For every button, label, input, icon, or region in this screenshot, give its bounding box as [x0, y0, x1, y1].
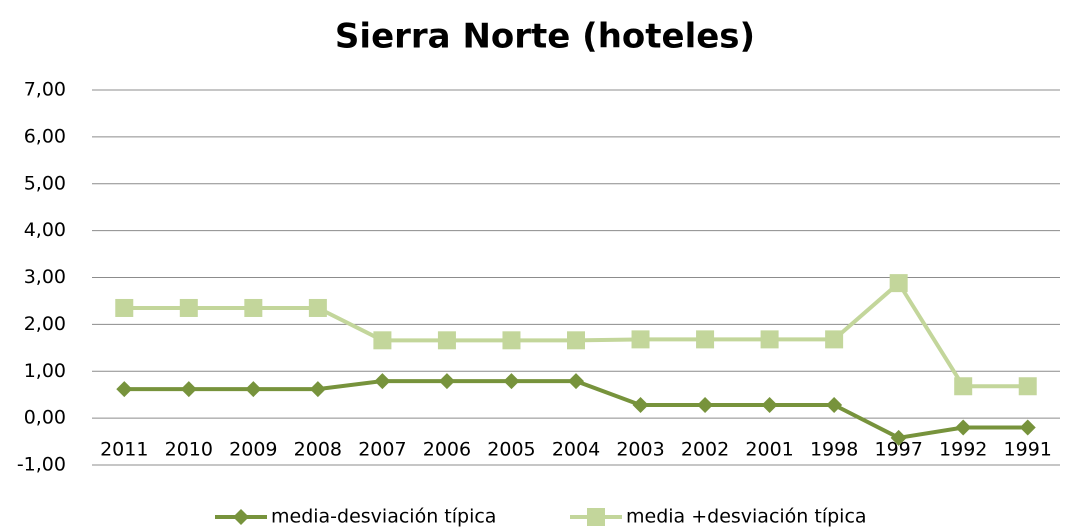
point	[889, 274, 908, 293]
point	[826, 397, 843, 413]
legend-label: media-desviación típica	[271, 506, 496, 527]
point	[438, 373, 455, 390]
x-tick-label: 1992	[939, 439, 987, 461]
legend-item: media +desviación típica	[570, 506, 867, 527]
y-tick-label: 0,00	[24, 407, 66, 429]
point	[890, 429, 907, 446]
point	[632, 397, 649, 413]
y-tick-label: 5,00	[24, 172, 66, 194]
x-tick-label: 2006	[423, 439, 471, 461]
point	[955, 419, 972, 436]
x-tick-label: 2002	[681, 439, 729, 461]
point	[696, 330, 715, 349]
x-tick-label: 2003	[616, 439, 664, 461]
y-tick-label: 3,00	[24, 266, 66, 288]
point	[954, 377, 973, 396]
point	[115, 298, 134, 317]
point	[180, 381, 197, 398]
x-tick-label: 2007	[358, 439, 406, 461]
point	[568, 373, 584, 390]
point	[245, 381, 262, 398]
y-tick-label: 1,00	[24, 360, 66, 382]
x-tick-label: 2001	[745, 439, 793, 461]
point	[825, 330, 844, 349]
legend-item: media-desviación típica	[215, 506, 496, 527]
point	[567, 331, 585, 350]
y-tick-label: 6,00	[24, 125, 66, 147]
x-tick-label: 2009	[229, 439, 277, 461]
point	[697, 397, 714, 413]
chart-title: Sierra Norte (hoteles)	[335, 17, 755, 57]
y-tick-label: 4,00	[24, 219, 66, 241]
point	[244, 298, 263, 317]
y-tick-label: 2,00	[24, 313, 66, 335]
point	[1018, 377, 1037, 396]
y-tick-label: -1,00	[17, 454, 66, 476]
point	[631, 330, 650, 349]
point	[437, 331, 456, 350]
point	[761, 397, 778, 413]
point	[760, 330, 779, 349]
x-tick-label: 2011	[100, 439, 148, 461]
legend-marker	[233, 509, 249, 525]
point	[179, 298, 198, 317]
point	[309, 381, 326, 398]
x-tick-label: 1997	[874, 439, 922, 461]
point	[503, 373, 520, 390]
point	[308, 298, 327, 317]
legend-marker	[587, 508, 605, 526]
x-tick-label: 2004	[552, 439, 600, 461]
point	[502, 331, 521, 350]
point	[374, 373, 391, 390]
y-tick-label: 7,00	[24, 79, 66, 101]
x-tick-label: 1998	[810, 439, 858, 461]
point	[373, 331, 392, 350]
point	[116, 381, 133, 398]
x-tick-label: 2010	[165, 439, 213, 461]
legend-label: media +desviación típica	[626, 506, 867, 527]
x-tick-label: 1991	[1004, 439, 1052, 461]
x-tick-label: 2005	[487, 439, 535, 461]
x-tick-label: 2008	[294, 439, 342, 461]
point	[1019, 419, 1036, 436]
